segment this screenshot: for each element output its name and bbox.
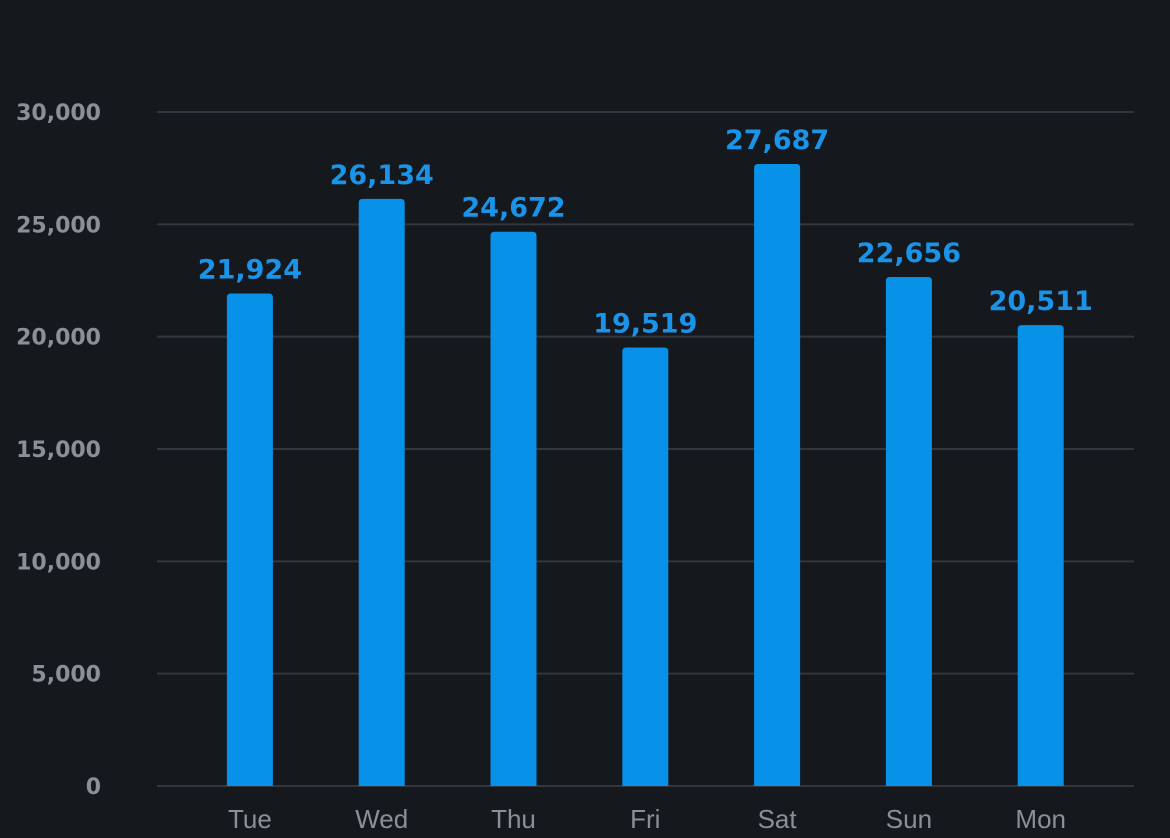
x-axis-category-labels: Tue Wed Thu Fri Sat Sun Mon bbox=[228, 804, 1066, 834]
bar-sun bbox=[885, 276, 932, 786]
y-axis-tick-labels: 0 5,000 10,000 15,000 20,000 25,000 30,000 bbox=[16, 101, 101, 800]
y-tick-label-1: 5,000 bbox=[31, 663, 101, 688]
bar-tue bbox=[226, 293, 273, 786]
bar-fri bbox=[622, 347, 669, 786]
bar-wed bbox=[358, 198, 405, 786]
bar-mon bbox=[1017, 325, 1064, 786]
y-tick-label-5: 25,000 bbox=[16, 213, 101, 238]
y-tick-label-2: 10,000 bbox=[16, 550, 101, 575]
bar-thu bbox=[490, 231, 537, 786]
y-tick-label-6: 30,000 bbox=[16, 101, 101, 126]
bar-value-label-thu: 24,672 bbox=[461, 193, 565, 224]
x-category-label-mon: Mon bbox=[1015, 804, 1066, 834]
bar-sat bbox=[754, 163, 801, 786]
x-category-label-thu: Thu bbox=[491, 804, 536, 834]
bar-value-label-tue: 21,924 bbox=[198, 254, 302, 285]
x-category-label-sat: Sat bbox=[758, 804, 798, 834]
x-category-label-sun: Sun bbox=[886, 804, 932, 834]
y-tick-label-3: 15,000 bbox=[16, 438, 101, 463]
bar-value-label-wed: 26,134 bbox=[330, 160, 434, 191]
bar-value-label-sun: 22,656 bbox=[857, 238, 961, 269]
x-category-label-fri: Fri bbox=[630, 804, 660, 834]
x-category-label-tue: Tue bbox=[228, 804, 272, 834]
y-tick-label-0: 0 bbox=[86, 775, 101, 800]
bar-value-label-mon: 20,511 bbox=[989, 286, 1093, 317]
bars bbox=[226, 163, 1064, 786]
x-category-label-wed: Wed bbox=[355, 804, 408, 834]
y-tick-label-4: 20,000 bbox=[16, 326, 101, 351]
bar-value-label-fri: 19,519 bbox=[593, 308, 697, 339]
bar-value-labels: 21,924 26,134 24,672 19,519 27,687 22,656 20,5… bbox=[198, 125, 1093, 340]
bar-value-label-sat: 27,687 bbox=[725, 125, 829, 156]
